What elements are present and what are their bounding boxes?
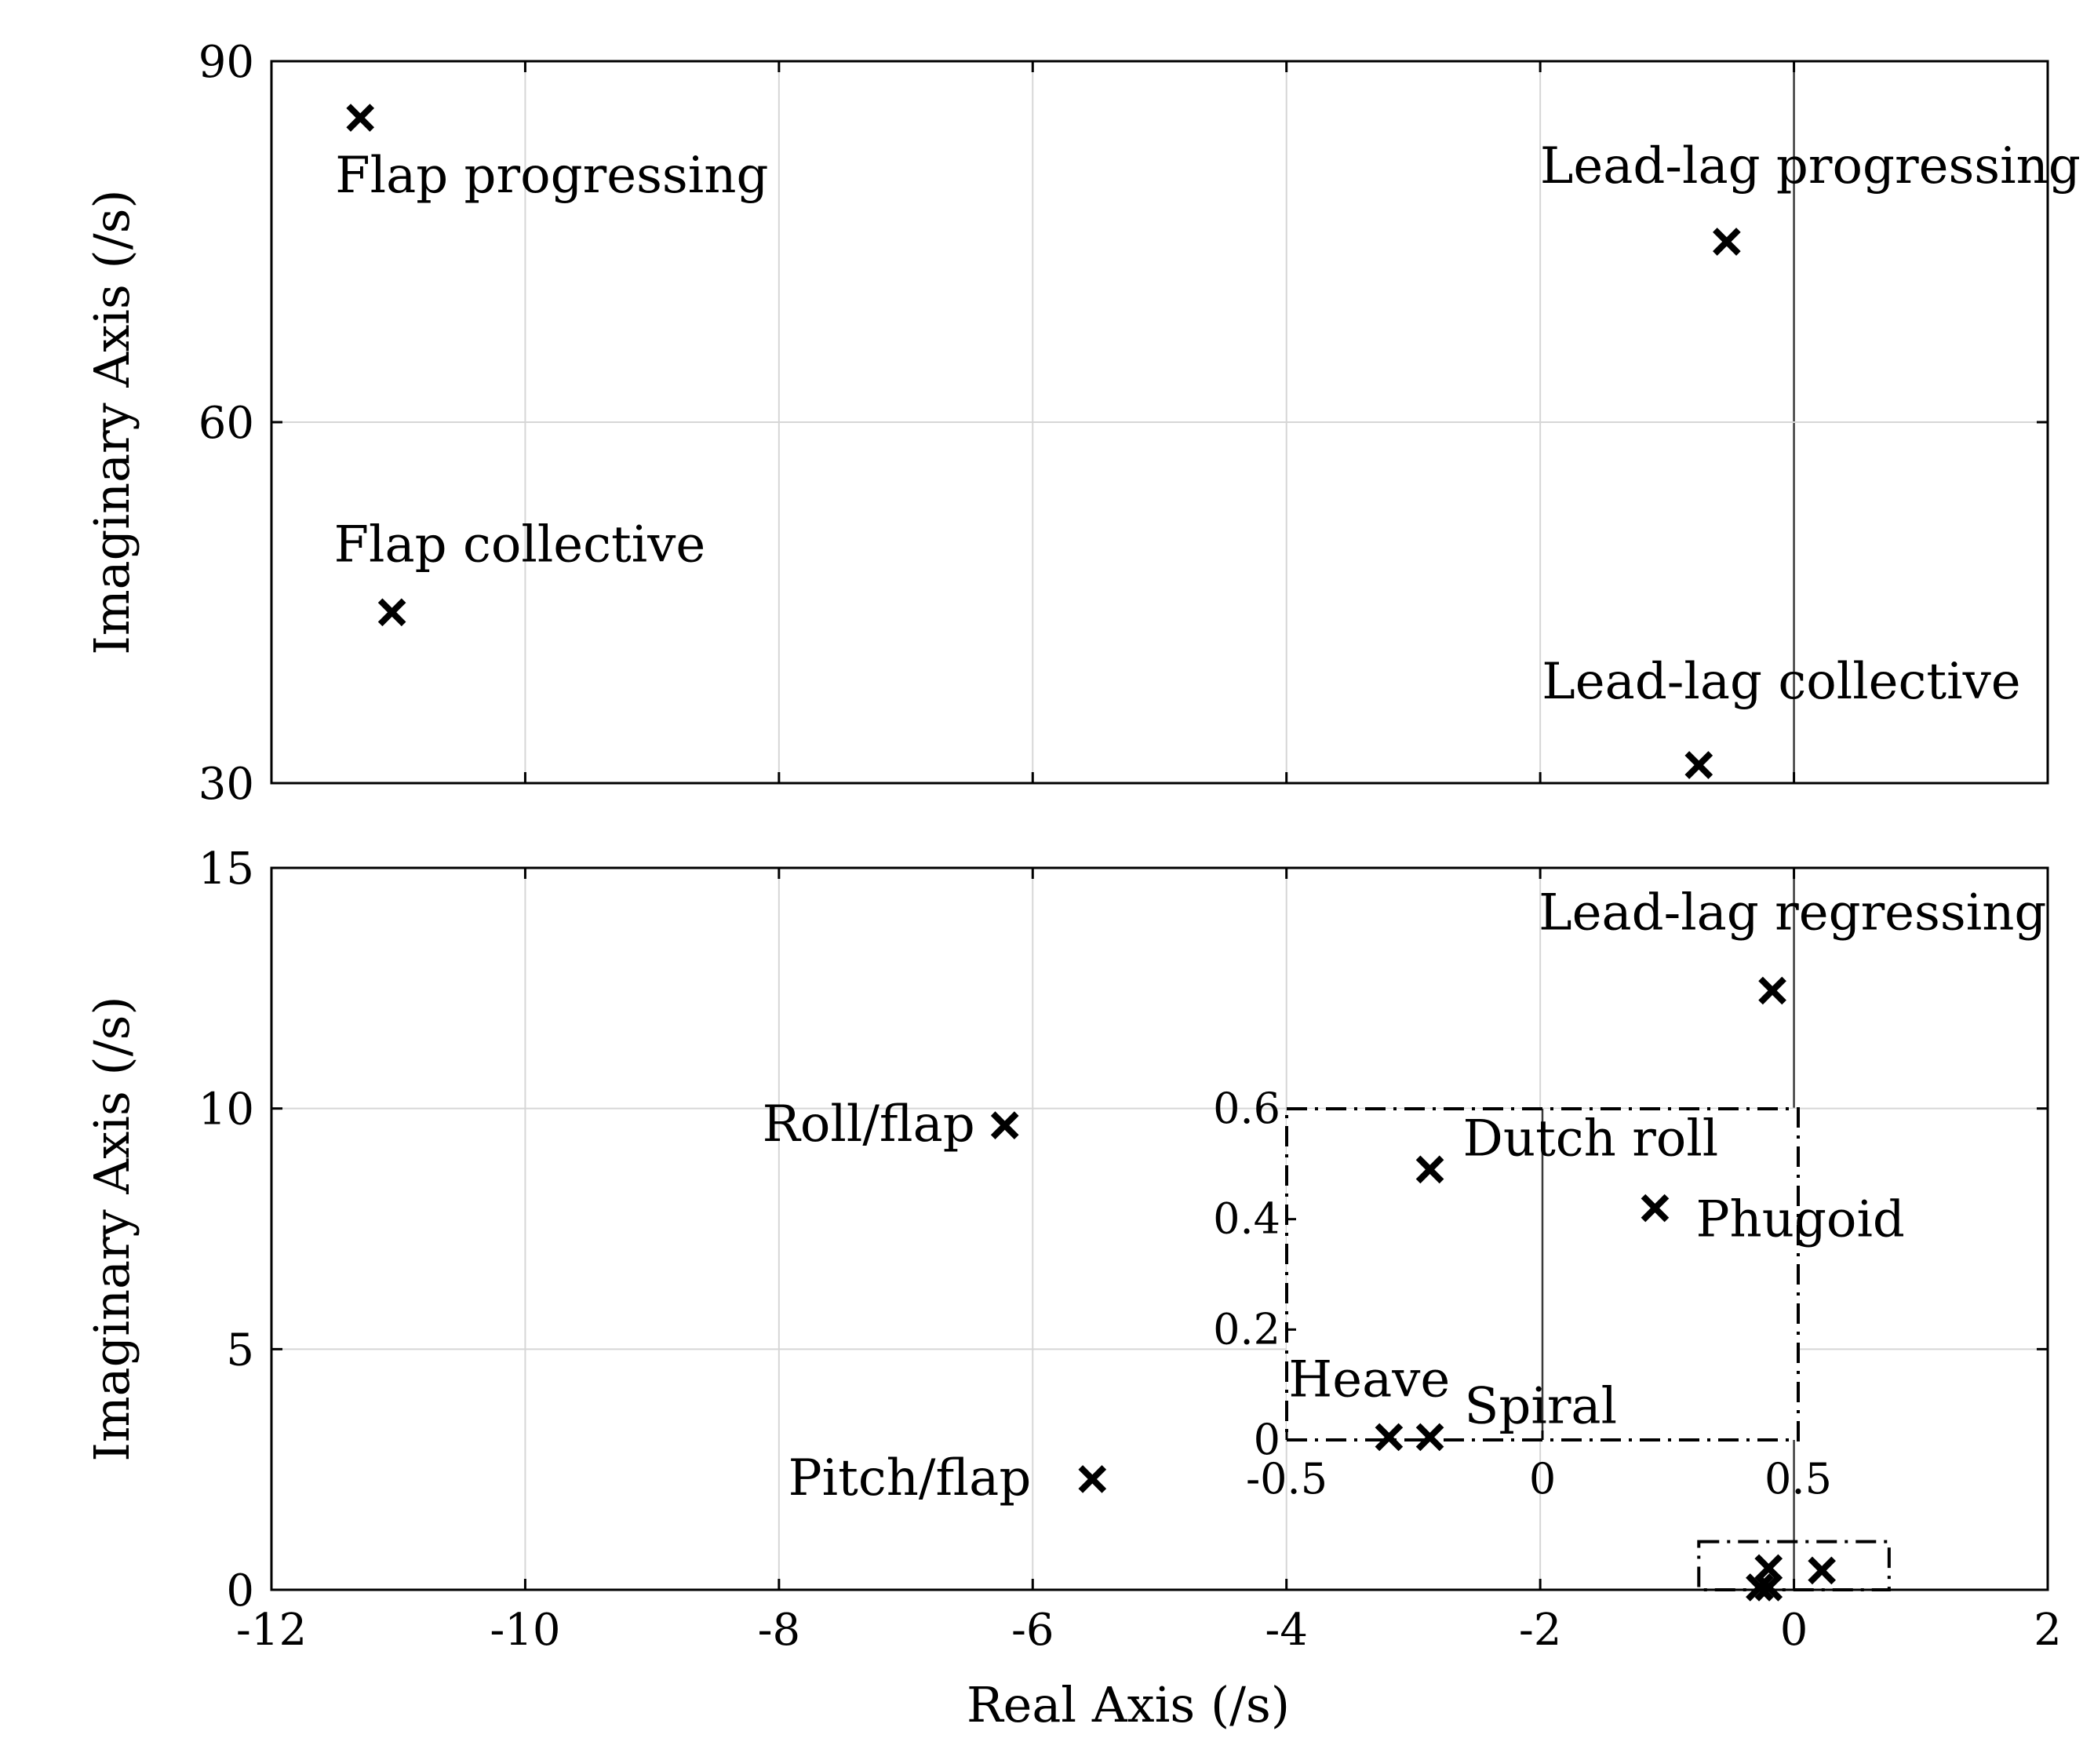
top-ytick-label: 60 [198, 398, 254, 449]
inset-pole-marker-heave-stroke-b [1375, 1423, 1404, 1452]
inset-label-dutch-roll: Dutch roll [1463, 1110, 1719, 1168]
inset-pole-marker-phugoid [1641, 1194, 1670, 1223]
top-ytick-label: 30 [198, 759, 254, 810]
marker-layer [346, 104, 1891, 1602]
bottom-pole-marker-lead-lag-regressing [1758, 976, 1786, 1005]
bottom-xtick-label: -6 [1011, 1605, 1054, 1656]
text-layer: 30 60 90 Imaginary Axis (/s) Flap progressin… [83, 37, 2081, 1733]
top-label-flap-progressing: Flap progressing [335, 147, 768, 205]
top-ytick-label: 90 [198, 37, 254, 88]
zoom-region-box [1697, 1540, 1891, 1591]
inset-ytick-label: 0 [1254, 1415, 1280, 1464]
axes-frame-layer [270, 60, 2049, 1591]
bottom-label-pitch-flap: Pitch/flap [788, 1449, 1032, 1507]
top-pole-marker-lead-lag-collective [1684, 751, 1713, 779]
top-pole-marker-flap-progressing [346, 104, 375, 132]
bottom-pole-marker-lead-lag-regressing-stroke-b [1758, 976, 1786, 1005]
inset-xtick-label: 0 [1529, 1454, 1556, 1503]
inset-xtick-label: 0.5 [1764, 1454, 1832, 1503]
inset-pole-marker-phugoid-stroke-b [1641, 1194, 1670, 1223]
bottom-pole-marker-roll-flap [990, 1111, 1019, 1139]
bottom-ytick-label: 5 [226, 1325, 254, 1376]
bottom-ytick-label: 15 [198, 844, 254, 895]
inset-label-phugoid: Phugoid [1695, 1191, 1904, 1249]
inset-ytick-label: 0.6 [1213, 1084, 1280, 1133]
top-pole-marker-lead-lag-progressing [1713, 228, 1741, 256]
bottom-xtick-label: -12 [236, 1605, 307, 1656]
top-pole-marker-lead-lag-progressing-stroke-b [1713, 228, 1741, 256]
top-pole-marker-flap-collective [377, 598, 406, 627]
bottom-ytick-label: 10 [198, 1084, 254, 1135]
inset-pole-marker-spiral [1415, 1423, 1444, 1452]
bottom-pole-marker-pitch-flap-stroke-b [1078, 1465, 1107, 1493]
bottom-x-axis-label: Real Axis (/s) [967, 1676, 1290, 1733]
inset-pole-marker-spiral-stroke-b [1415, 1423, 1444, 1452]
bottom-pole-marker-5-stroke-b [1746, 1573, 1774, 1602]
top-y-axis-label: Imaginary Axis (/s) [83, 189, 140, 654]
inset-pole-marker-dutch-roll [1415, 1155, 1444, 1184]
bottom-pole-marker-4 [1808, 1556, 1836, 1585]
bottom-xtick-label: 0 [1780, 1605, 1808, 1656]
bottom-label-roll-flap: Roll/flap [763, 1095, 975, 1154]
bottom-xtick-label: -2 [1519, 1605, 1562, 1656]
inset-xtick-label: -0.5 [1246, 1454, 1327, 1503]
top-label-lead-lag-collective: Lead-lag collective [1542, 653, 2020, 711]
inset-pole-marker-dutch-roll-stroke-b [1415, 1155, 1444, 1184]
bottom-pole-marker-roll-flap-stroke-b [990, 1111, 1019, 1139]
bottom-pole-marker-6 [1754, 1573, 1783, 1602]
tick-layer [270, 60, 2049, 1591]
inset-pole-marker-heave [1375, 1423, 1404, 1452]
top-pole-marker-flap-collective-stroke-b [377, 598, 406, 627]
inset-label-spiral: Spiral [1465, 1377, 1618, 1435]
bottom-xtick-label: -8 [758, 1605, 801, 1656]
bottom-xtick-label: -10 [490, 1605, 560, 1656]
bottom-pole-marker-4-stroke-b [1808, 1556, 1836, 1585]
bottom-axes-frame [270, 866, 2049, 1591]
bottom-ytick-label: 0 [226, 1565, 254, 1616]
bottom-pole-marker-5 [1746, 1573, 1774, 1602]
top-label-lead-lag-progressing: Lead-lag progressing [1540, 137, 2081, 195]
bottom-pole-marker-6-stroke-b [1754, 1573, 1783, 1602]
top-pole-marker-lead-lag-collective-stroke-b [1684, 751, 1713, 779]
top-pole-marker-flap-progressing-stroke-b [346, 104, 375, 132]
bottom-xtick-label: 2 [2034, 1605, 2062, 1656]
inset-label-heave: Heave [1288, 1350, 1450, 1409]
bottom-label-lead-lag-regressing: Lead-lag regressing [1539, 884, 2046, 942]
inset-ytick-label: 0.4 [1213, 1194, 1280, 1244]
top-label-flap-collective: Flap collective [334, 516, 706, 574]
bottom-xtick-label: -4 [1265, 1605, 1308, 1656]
bottom-y-axis-label: Imaginary Axis (/s) [83, 996, 140, 1461]
bottom-pole-marker-pitch-flap [1078, 1465, 1107, 1493]
inset-ytick-label: 0.2 [1213, 1304, 1280, 1354]
